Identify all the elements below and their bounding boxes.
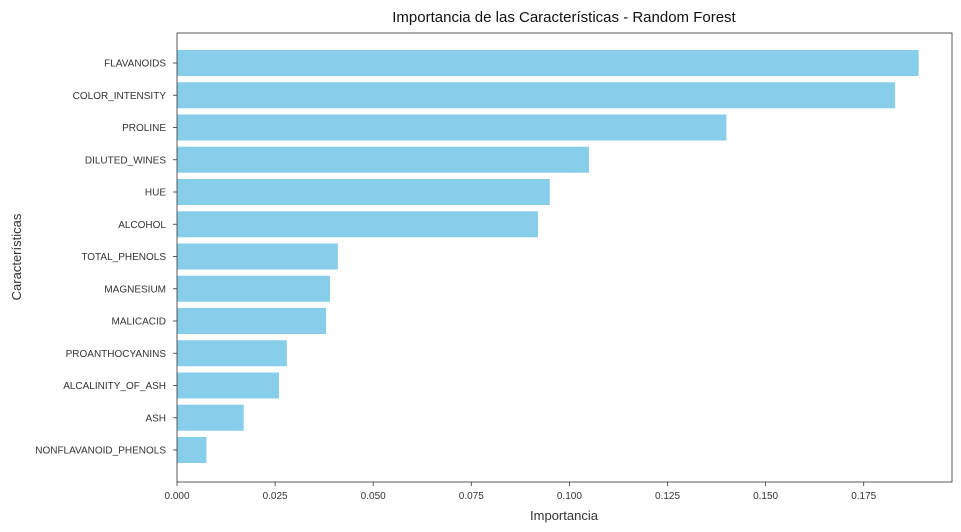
x-tick-label: 0.000: [164, 491, 189, 502]
bar-color-intensity: [177, 82, 896, 109]
y-tick-label: TOTAL_PHENOLS: [81, 252, 166, 263]
y-tick-label: MAGNESIUM: [104, 284, 166, 295]
plot-frame: [176, 32, 953, 483]
bar-flavanoids: [177, 50, 919, 76]
chart-title: Importancia de las Características - Ran…: [392, 9, 736, 26]
bar-hue: [177, 179, 550, 205]
y-axis-label: Características: [9, 213, 24, 300]
bar-malicacid: [177, 308, 327, 334]
bar-alcohol: [177, 211, 539, 238]
y-tick-label: ASH: [145, 413, 166, 424]
bars-group: [177, 50, 919, 463]
bar-proanthocyanins: [177, 340, 287, 367]
bar-ash: [177, 404, 244, 431]
y-tick-label: FLAVANOIDS: [104, 59, 166, 70]
bar-diluted-wines: [177, 146, 590, 173]
y-tick-label: COLOR_INTENSITY: [73, 91, 167, 102]
y-tick-label: ALCALINITY_OF_ASH: [63, 381, 166, 392]
x-tick-label: 0.175: [851, 491, 876, 502]
bar-magnesium: [177, 275, 331, 302]
bar-total-phenols: [177, 243, 338, 270]
x-tick-label: 0.125: [655, 491, 680, 502]
x-axis-ticks: 0.000 0.025 0.050 0.075 0.100 0.125 0.150 0.175: [164, 482, 877, 502]
y-axis-ticks: FLAVANOIDS COLOR_INTENSITY PROLINE DILUTED_…: [35, 59, 177, 457]
bar-alcalinity-of-ash: [177, 372, 280, 399]
y-tick-label: DILUTED_WINES: [85, 155, 166, 166]
y-tick-label: MALICACID: [112, 317, 166, 328]
x-axis-label: Importancia: [530, 508, 599, 523]
bar-proline: [177, 114, 727, 141]
x-tick-label: 0.050: [361, 491, 386, 502]
y-tick-label: ALCOHOL: [118, 220, 166, 231]
y-tick-label: PROANTHOCYANINS: [66, 349, 167, 360]
y-tick-label: HUE: [145, 188, 166, 199]
x-tick-label: 0.075: [459, 491, 484, 502]
x-tick-label: 0.150: [753, 491, 778, 502]
bar-nonflavanoid-phenols: [177, 437, 207, 463]
x-tick-label: 0.025: [263, 491, 288, 502]
y-tick-label: PROLINE: [122, 123, 166, 134]
y-tick-label: NONFLAVANOID_PHENOLS: [35, 446, 166, 457]
x-tick-label: 0.100: [557, 491, 582, 502]
